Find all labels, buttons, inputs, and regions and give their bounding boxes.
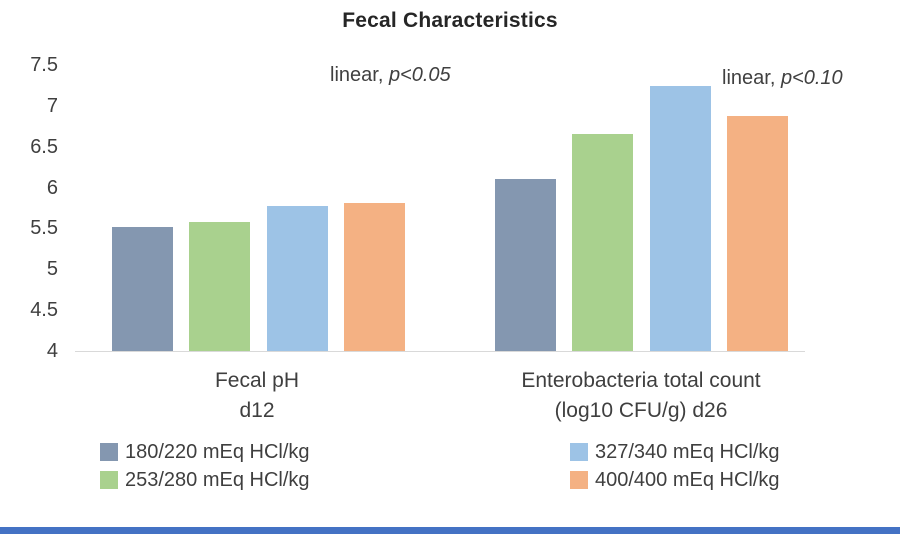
legend-label: 400/400 mEq HCl/kg [595,469,780,491]
y-axis-label-6: 6 [46,177,58,199]
bar-series2-group1 [189,222,250,351]
annotation-prefix: linear, [722,67,781,89]
category-label-line2: d12 [239,399,275,422]
category-label-line1: Enterobacteria total count [521,369,761,392]
category-label-fecal-ph: Fecal pH d12 [107,366,407,426]
y-axis-label-5: 5 [46,258,58,280]
category-label-line1: Fecal pH [214,369,300,392]
bar-series1-group1 [112,227,173,351]
bar-series3-group1 [267,206,328,351]
bar-series2-group2 [572,134,633,351]
legend-swatch-blue-gray [100,443,118,461]
category-label-enterobacteria: Enterobacteria total count (log10 CFU/g)… [421,366,861,426]
bar-series4-group2 [727,116,788,351]
bar-series3-group2 [650,86,711,351]
y-axis-label-7.5: 7.5 [30,54,58,76]
annotation-pvalue: p<0.05 [388,64,451,86]
annotation-linear-p010: linear, p<0.10 [722,67,843,90]
legend-swatch-light-blue [570,443,588,461]
annotation-prefix: linear, [330,64,389,86]
chart-title: Fecal Characteristics [342,9,558,32]
x-axis-line [75,351,805,352]
legend-swatch-orange [570,471,588,489]
y-axis-label-7: 7 [46,95,58,117]
y-axis-label-5.5: 5.5 [30,217,58,239]
legend-label: 180/220 mEq HCl/kg [125,441,310,463]
legend-label: 327/340 mEq HCl/kg [595,441,780,463]
y-axis-label-6.5: 6.5 [30,136,58,158]
y-axis-label-4.5: 4.5 [30,299,58,321]
legend-label: 253/280 mEq HCl/kg [125,469,310,491]
category-label-line2: (log10 CFU/g) d26 [554,399,728,422]
bar-series1-group2 [495,179,556,351]
annotation-linear-p005: linear, p<0.05 [330,64,451,87]
bar-series4-group1 [344,203,405,351]
legend-swatch-green [100,471,118,489]
annotation-pvalue: p<0.10 [780,67,843,89]
footer-accent-bar [0,527,900,534]
y-axis-label-4: 4 [46,340,58,362]
